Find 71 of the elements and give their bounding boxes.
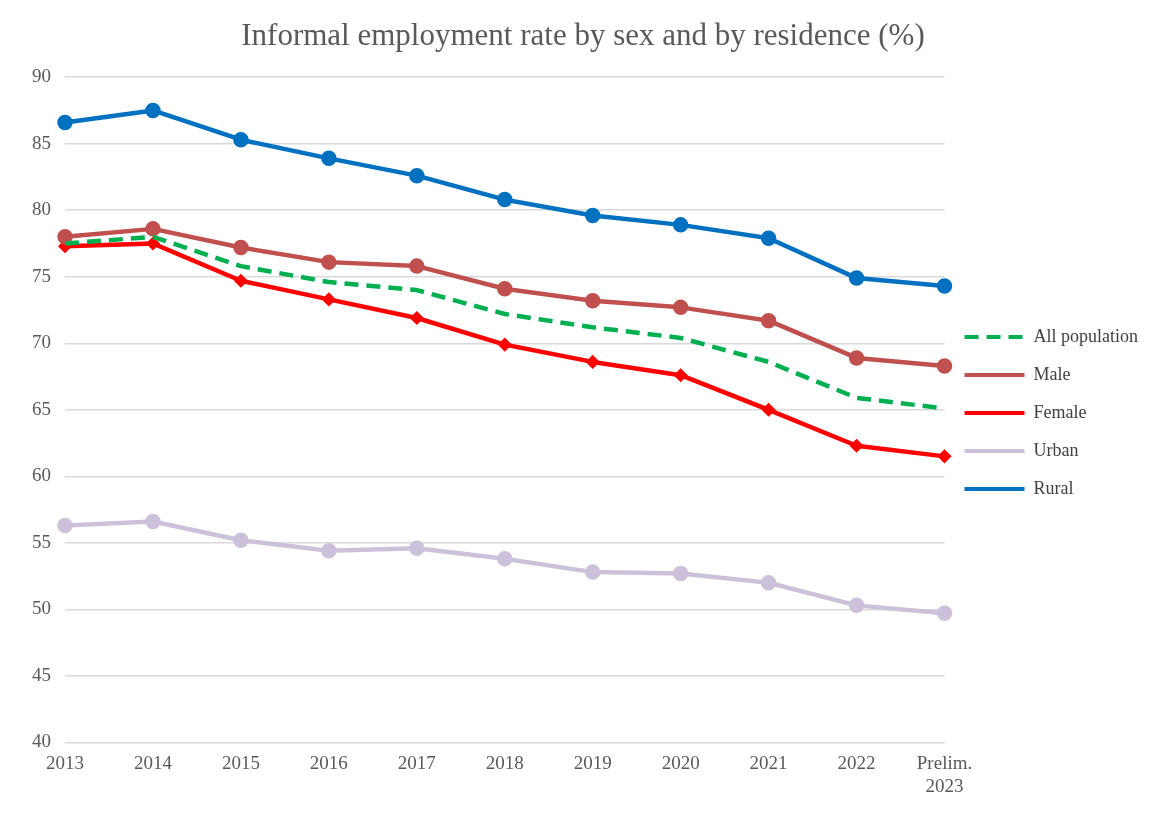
legend-label: Rural [1033, 477, 1074, 498]
x-tick-label: 2017 [397, 751, 436, 773]
point [233, 239, 249, 256]
legend-label: Female [1033, 401, 1087, 422]
x-tick-label: 2018 [485, 751, 524, 773]
point [936, 605, 953, 622]
point [57, 229, 73, 245]
y-tick-label: 45 [32, 663, 51, 685]
point [409, 167, 425, 184]
point [760, 575, 777, 591]
point [57, 114, 73, 131]
point [233, 532, 249, 548]
point [321, 543, 337, 559]
point [848, 597, 865, 614]
x-tick-label: 2014 [133, 751, 173, 773]
point [57, 517, 73, 534]
point [761, 403, 776, 417]
x-tick-label: Prelim. 2023 [916, 751, 973, 796]
y-tick-label: 50 [32, 597, 51, 619]
y-tick-label: 65 [32, 397, 51, 419]
legend-label: Male [1033, 363, 1071, 384]
y-tick-label: 60 [32, 464, 51, 486]
point [498, 337, 512, 352]
legend-label: Urban [1033, 439, 1079, 460]
point [145, 221, 161, 237]
y-tick-label: 80 [32, 198, 51, 220]
x-tick-label: 2020 [661, 751, 700, 773]
x-tick-label: 2021 [749, 751, 788, 773]
x-tick-label: 2022 [837, 751, 876, 773]
point [848, 350, 865, 366]
point [409, 540, 425, 556]
legend-label: All population [1033, 325, 1139, 346]
point [760, 230, 777, 246]
point [497, 191, 513, 208]
point [584, 292, 601, 309]
point [584, 564, 601, 580]
point [497, 551, 513, 567]
point [321, 254, 337, 270]
point [410, 311, 424, 325]
y-tick-label: 90 [32, 65, 51, 87]
point [672, 217, 689, 233]
point [937, 449, 952, 464]
point [848, 270, 865, 286]
x-tick-label: 2015 [221, 751, 260, 773]
point [672, 565, 689, 582]
y-tick-label: 70 [32, 331, 51, 353]
point [584, 207, 601, 224]
point [146, 236, 160, 251]
point [849, 438, 864, 453]
point [234, 274, 248, 288]
y-tick-label: 40 [32, 730, 51, 752]
x-tick-label: 2013 [46, 751, 84, 773]
point [673, 368, 688, 382]
point [497, 280, 513, 297]
point [233, 131, 249, 148]
y-tick-label: 55 [32, 530, 51, 552]
point [145, 513, 161, 530]
point [145, 102, 161, 119]
point [936, 358, 953, 374]
x-tick-label: 2016 [309, 751, 348, 773]
point [760, 312, 777, 329]
x-tick-label: 2019 [573, 751, 612, 773]
point [409, 258, 425, 274]
point [936, 278, 953, 294]
point [321, 150, 337, 167]
point [672, 299, 689, 316]
y-tick-label: 85 [32, 131, 51, 153]
y-tick-label: 75 [32, 264, 51, 286]
point [322, 292, 336, 307]
chart-title: Informal employment rate by sex and by residence (%) [241, 16, 925, 52]
point [585, 355, 600, 369]
